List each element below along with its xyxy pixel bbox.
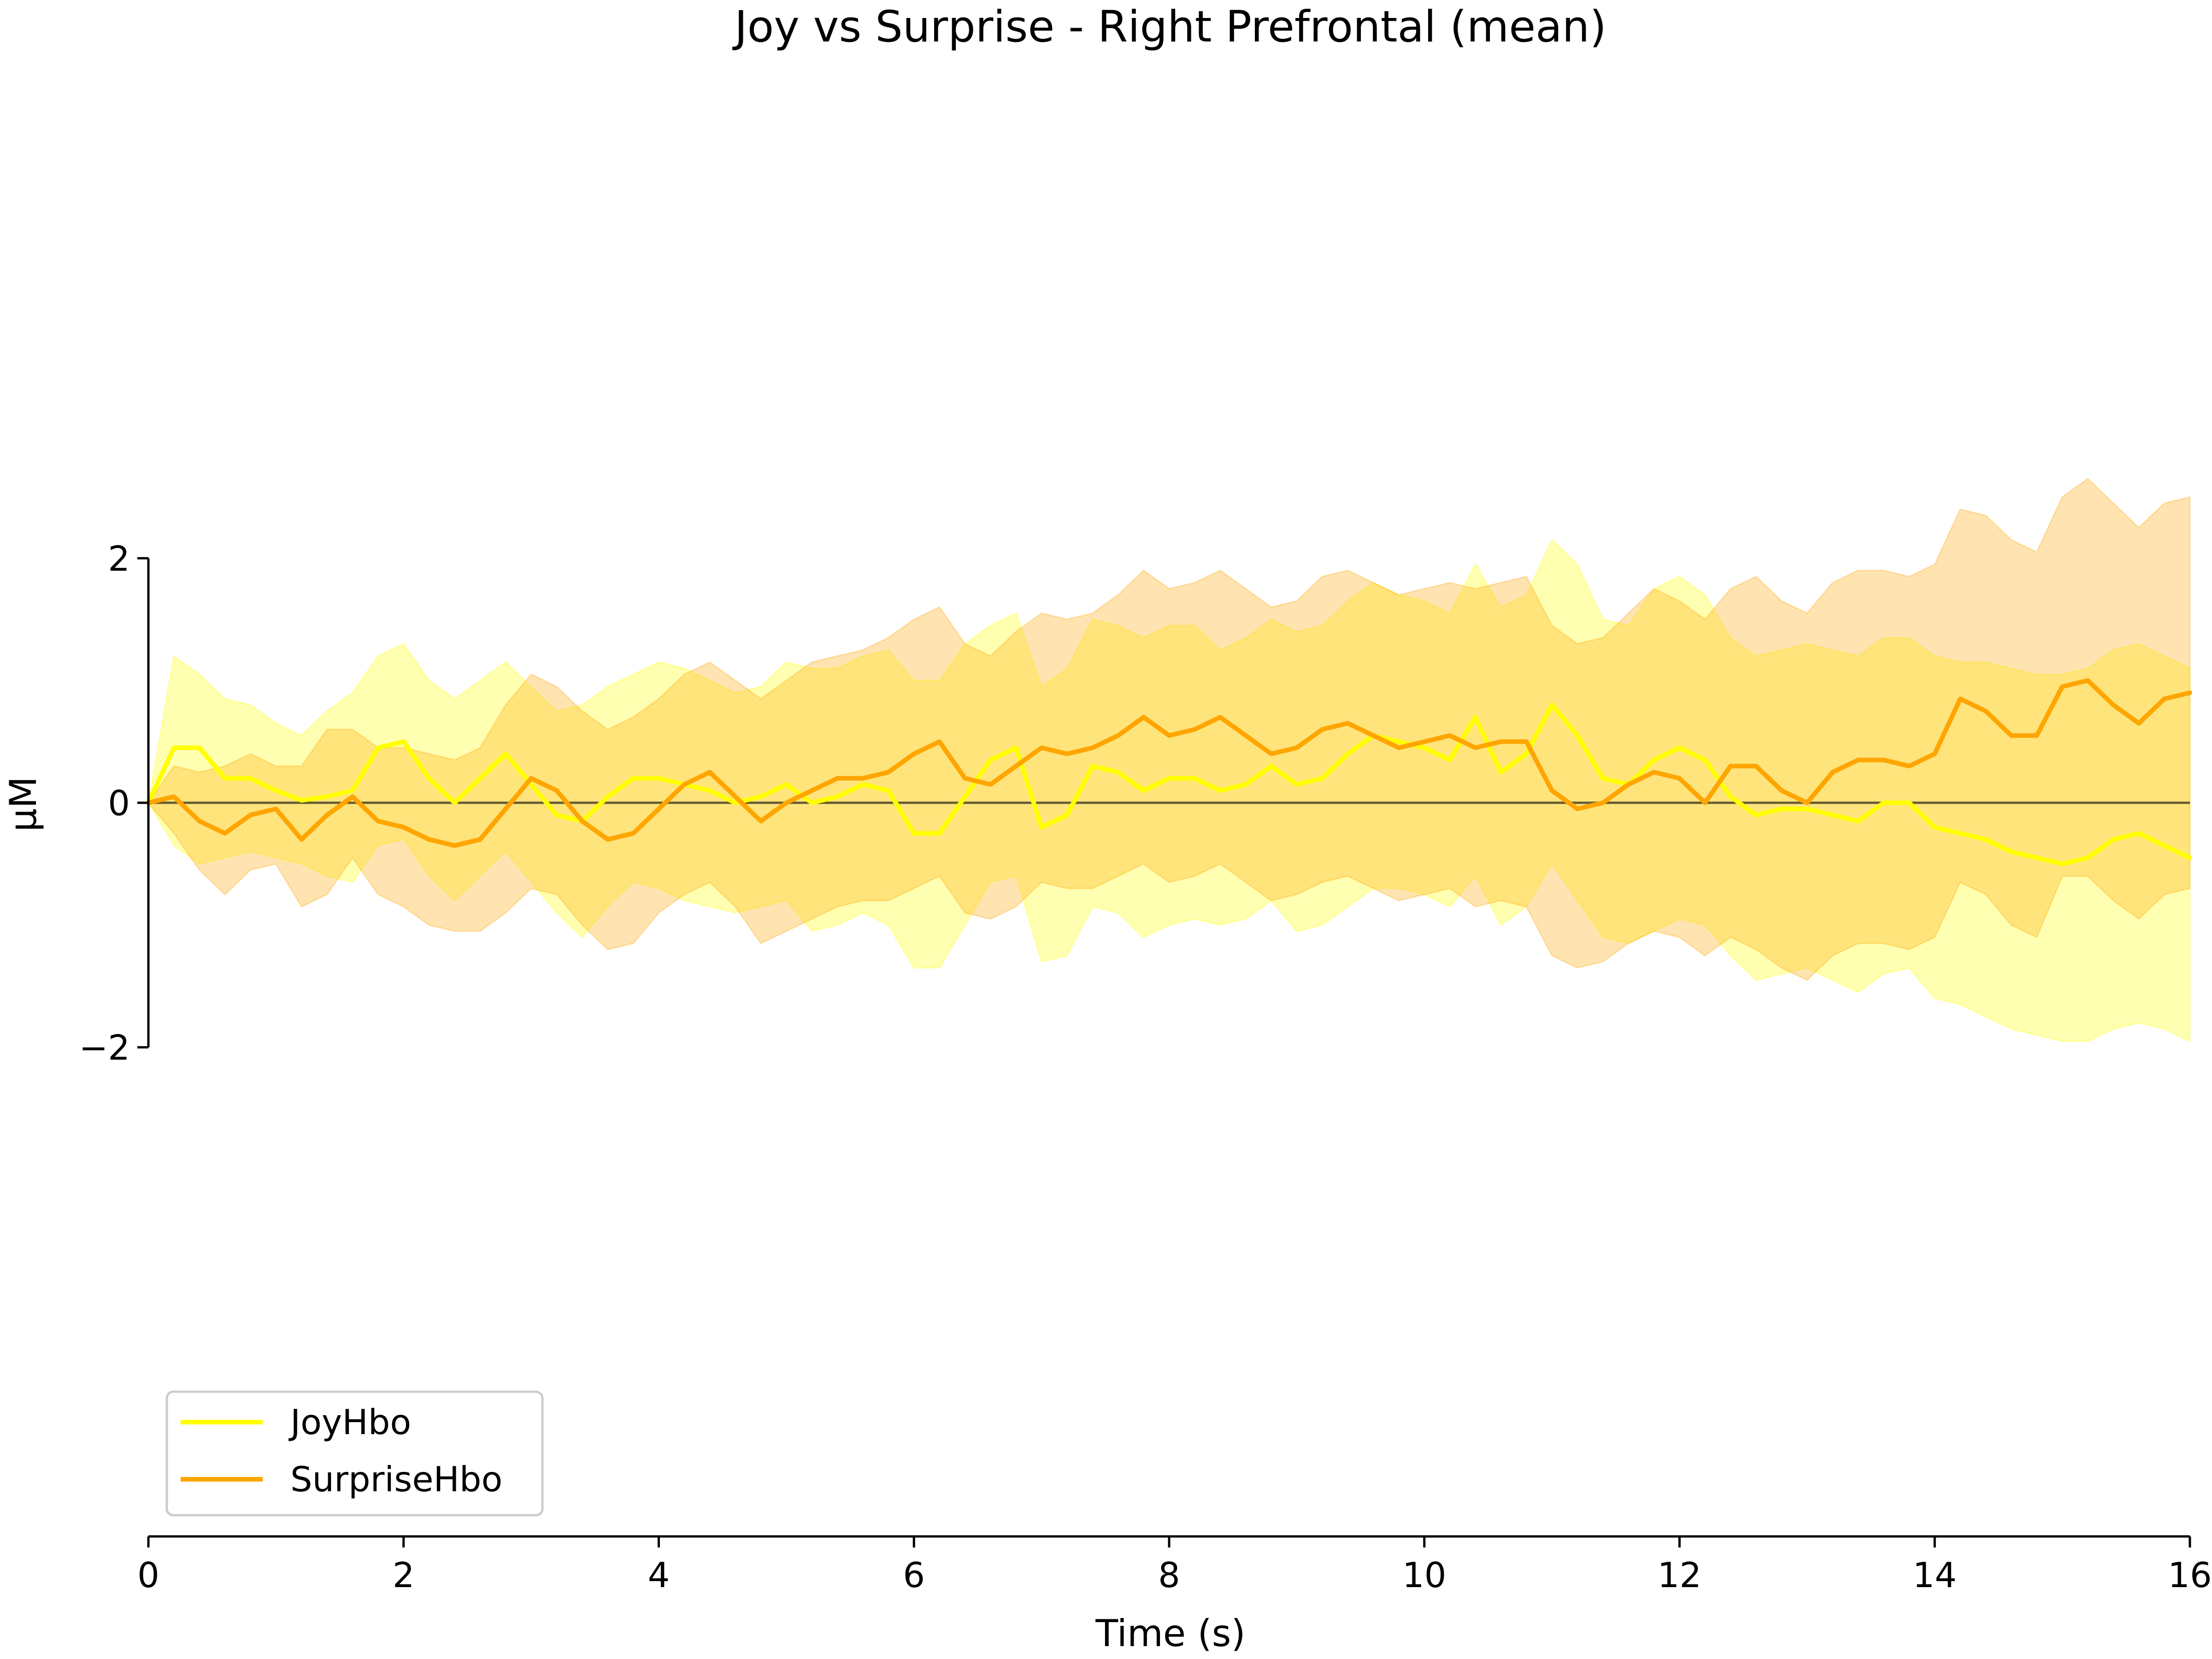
legend: JoyHbo SurpriseHbo [165,1390,544,1517]
x-axis-label: Time (s) [1095,1612,1245,1655]
legend-label-surprisehbo: SurpriseHbo [290,1459,502,1500]
band-joyhbo [147,538,2191,1042]
chart-title: Joy vs Surprise - Right Prefrontal (mean… [732,2,1606,52]
y-tick-label: −2 [79,1028,130,1068]
x-tick-label: 16 [2168,1555,2212,1595]
y-tick-label: 0 [108,783,130,824]
series-lines [146,678,2192,866]
x-tick-label: 14 [1913,1555,1957,1595]
x-tick-label: 8 [1158,1555,1180,1595]
y-ticks: −2 0 2 [79,538,148,1068]
x-tick-label: 4 [648,1555,670,1595]
legend-label-joyhbo: JoyHbo [288,1402,411,1442]
x-tick-label: 6 [903,1555,925,1595]
x-tick-label: 12 [1658,1555,1701,1595]
x-tick-label: 2 [393,1555,415,1595]
y-tick-label: 2 [108,538,130,579]
series-line-joyhbo [146,702,2192,866]
y-axis-label: μM [2,777,45,832]
x-ticks: 0 2 4 6 8 10 12 14 16 [137,1536,2212,1595]
x-tick-label: 10 [1402,1555,1446,1595]
confidence-bands [147,477,2191,1042]
x-tick-label: 0 [137,1555,159,1595]
series-line-surprisehbo [146,678,2192,848]
